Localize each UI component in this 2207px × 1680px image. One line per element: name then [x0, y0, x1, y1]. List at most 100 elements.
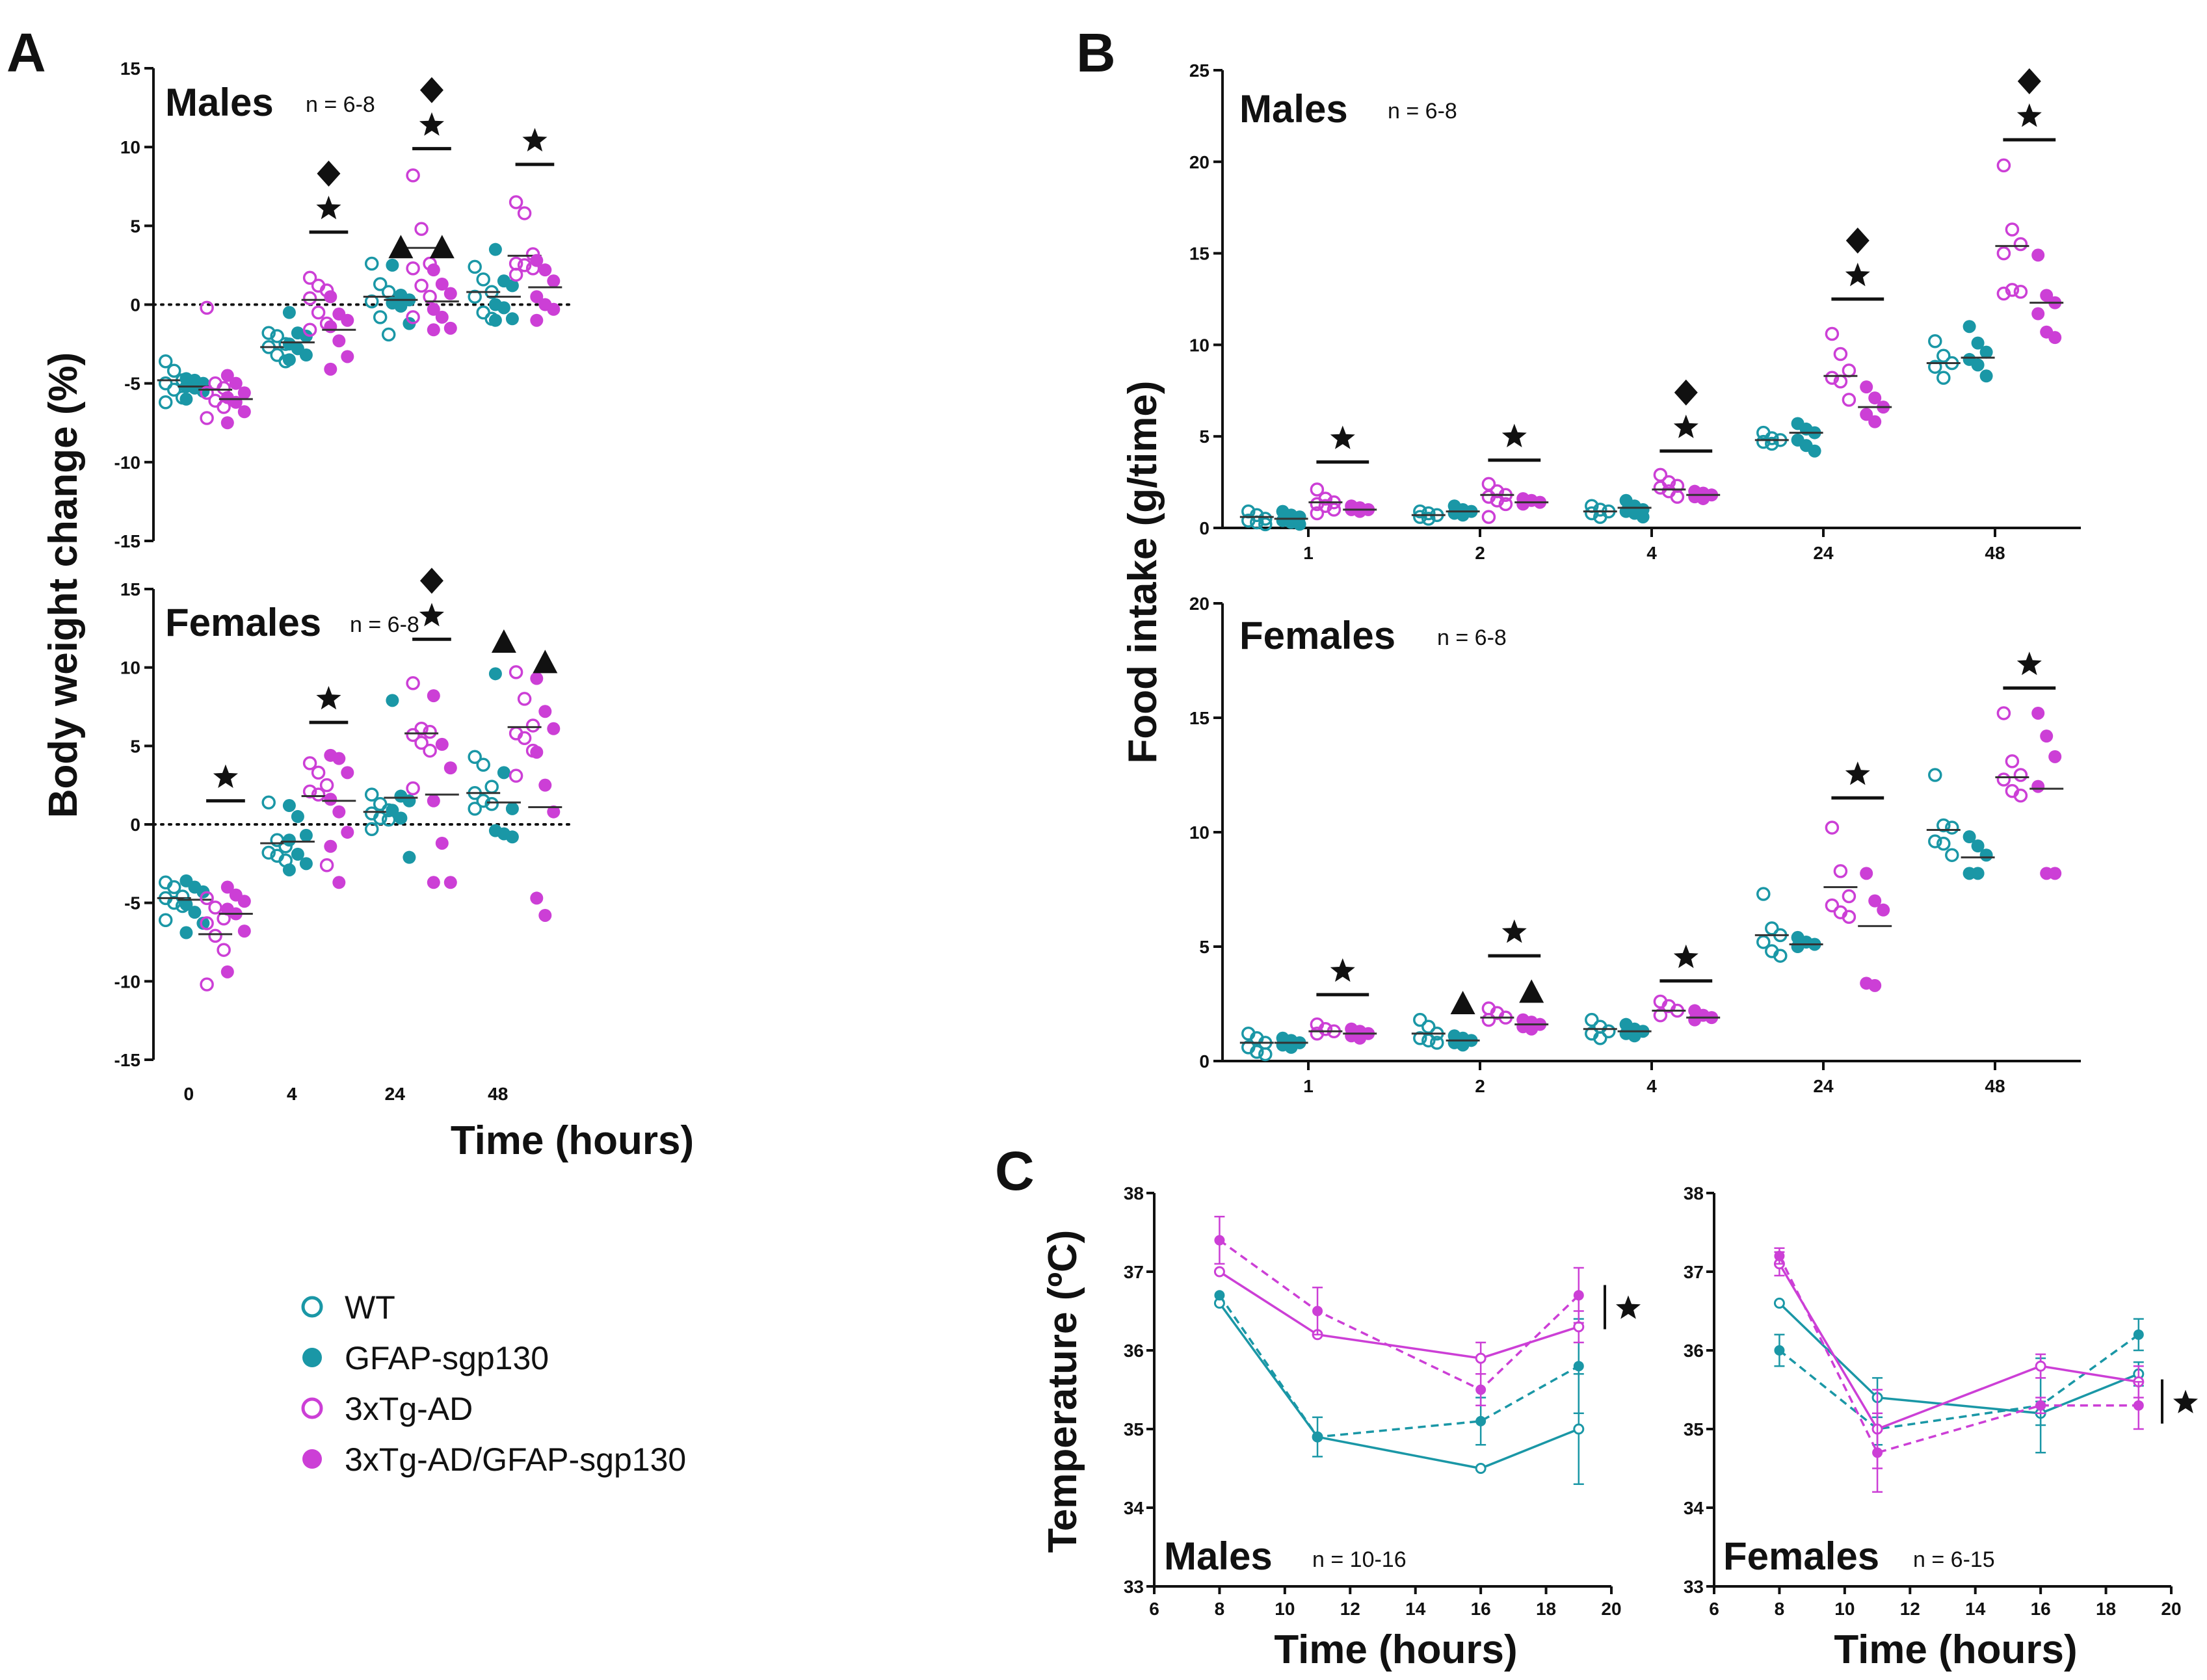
data-point	[2031, 248, 2045, 262]
data-point	[1525, 1022, 1539, 1036]
data-point	[1868, 391, 1882, 405]
y-tick-label: 10	[120, 658, 140, 678]
y-tick-label: 34	[1684, 1498, 1704, 1518]
data-point	[373, 310, 388, 324]
triangle-marker	[1519, 979, 1544, 1003]
data-point	[220, 369, 234, 382]
data-point	[1413, 510, 1427, 524]
triangle-marker	[491, 629, 516, 653]
n-label: n = 6-8	[1388, 99, 1457, 124]
data-point	[319, 778, 334, 793]
data-point	[538, 908, 552, 922]
data-point	[386, 258, 399, 272]
y-tick-label: 5	[1199, 937, 1209, 957]
data-point	[427, 302, 440, 316]
data-point	[1628, 1029, 1641, 1043]
x-tick-label: 8	[1215, 1599, 1225, 1619]
data-point	[299, 329, 313, 343]
legend-marker-3xtg	[301, 1397, 323, 1419]
data-point	[299, 348, 313, 362]
data-point	[2005, 222, 2020, 237]
data-point	[324, 290, 337, 304]
data-point	[517, 206, 532, 220]
data-point	[282, 353, 296, 367]
data-point	[2013, 788, 2028, 803]
star-marker	[1845, 263, 1870, 287]
data-point	[229, 376, 243, 390]
data-point	[2133, 1400, 2144, 1411]
data-point	[509, 665, 523, 679]
data-point	[1774, 1345, 1785, 1356]
data-point	[1928, 334, 1942, 348]
series-line	[1218, 1294, 1579, 1438]
x-tick-label: 20	[1601, 1599, 1621, 1619]
data-point	[166, 363, 181, 378]
data-point	[217, 943, 231, 957]
data-point	[1756, 434, 1771, 449]
data-point	[427, 794, 440, 807]
data-point	[200, 386, 214, 400]
data-point	[1284, 1040, 1298, 1054]
data-point	[291, 809, 304, 823]
data-point	[509, 267, 523, 282]
star-marker	[522, 127, 548, 151]
triangle-marker	[533, 650, 558, 674]
data-point	[1825, 820, 1840, 835]
data-point	[443, 876, 457, 889]
x-tick-label: 14	[1405, 1599, 1426, 1619]
legend-label-3xtg: 3xTg-AD	[345, 1391, 473, 1427]
y-tick-label: 35	[1684, 1419, 1704, 1439]
star-marker	[2016, 103, 2042, 127]
y-tick-label: 35	[1124, 1419, 1144, 1439]
y-tick-label: 20	[1189, 152, 1209, 172]
data-point	[364, 256, 379, 271]
y-tick-label: 38	[1124, 1183, 1144, 1203]
chart-title: Males	[1239, 87, 1348, 131]
data-point	[166, 880, 181, 895]
data-point	[2013, 768, 2028, 782]
data-point	[1833, 864, 1848, 878]
data-point	[488, 667, 502, 681]
x-tick-label: 16	[2031, 1599, 2051, 1619]
data-point	[547, 722, 561, 735]
data-point	[332, 334, 346, 348]
data-point	[1653, 480, 1668, 495]
data-point	[394, 811, 408, 825]
data-point	[1773, 949, 1788, 963]
triangle-marker	[388, 235, 414, 259]
data-point	[1593, 503, 1607, 517]
data-point	[1585, 506, 1599, 521]
data-point	[381, 327, 396, 342]
data-point	[517, 258, 532, 272]
data-point	[1475, 1463, 1487, 1474]
data-point	[1825, 898, 1840, 913]
x-tick-label: 1	[1303, 1076, 1314, 1096]
data-point	[1421, 1033, 1436, 1048]
series-line	[1219, 1270, 1579, 1359]
data-point	[427, 263, 440, 277]
chart-title: Females	[165, 601, 321, 644]
data-point	[2005, 754, 2020, 768]
x-tick-label: 4	[287, 1084, 297, 1104]
y-tick-label: 20	[1189, 594, 1209, 614]
data-point	[2048, 331, 2062, 345]
data-point	[1842, 910, 1857, 924]
series-line	[1778, 1255, 2139, 1454]
data-point	[530, 290, 544, 304]
x-tick-label: 2	[1475, 543, 1485, 563]
data-point	[179, 392, 193, 406]
data-point	[1963, 320, 1976, 334]
data-point	[1310, 497, 1325, 512]
data-point	[1498, 497, 1513, 512]
data-point	[484, 780, 499, 794]
data-point	[1250, 1045, 1264, 1059]
y-tick-label: 5	[130, 736, 140, 756]
data-point	[1765, 921, 1779, 936]
data-point	[1602, 1024, 1616, 1038]
data-point	[196, 917, 210, 930]
x-tick-label: 6	[1709, 1599, 1719, 1619]
data-point	[1868, 415, 1882, 428]
data-point	[1877, 903, 1890, 917]
data-point	[1636, 510, 1650, 524]
data-point	[1481, 510, 1496, 524]
